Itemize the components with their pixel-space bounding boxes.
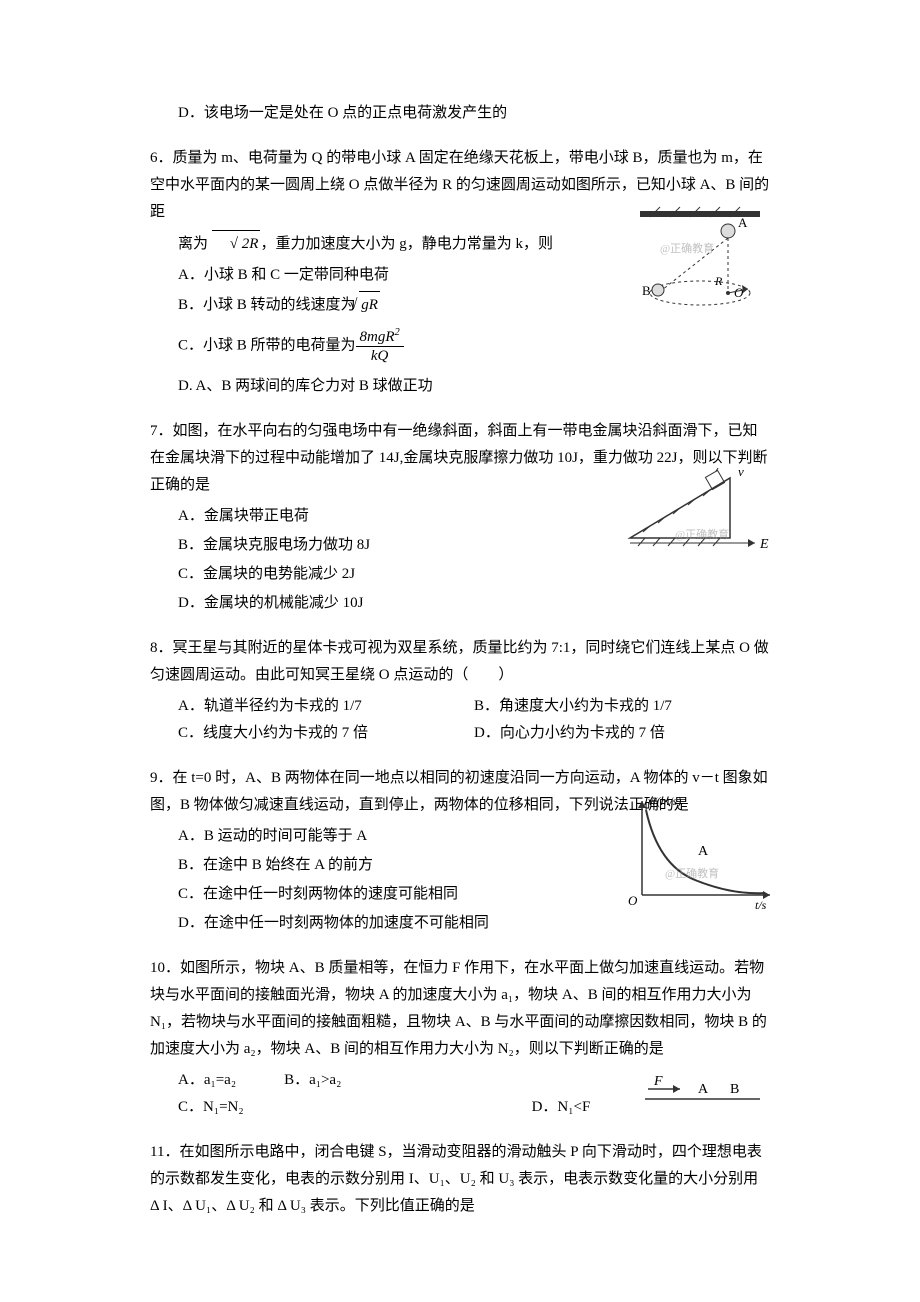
q9-option-d: D．在途中任一时刻两物体的加速度不可能相同 <box>178 910 770 937</box>
q10-stem: 10．如图所示，物块 A、B 质量相等，在恒力 F 作用下，在水平面上做匀加速直… <box>150 955 770 1063</box>
q10-figure: F A B <box>640 1071 770 1111</box>
q7-option-d: D．金属块的机械能减少 10J <box>178 590 770 617</box>
q8-option-c: C．线度大小约为卡戎的 7 倍 <box>178 720 474 747</box>
svg-text:F: F <box>653 1074 663 1089</box>
svg-text:A: A <box>698 1082 709 1097</box>
question-7: 7．如图，在水平向右的匀强电场中有一绝缘斜面，斜面上有一带电金属块沿斜面滑下，已… <box>150 418 770 617</box>
q10-option-b: B．a₁>a₂ <box>284 1067 341 1094</box>
q11-stem: 11．在如图所示电路中，闭合电键 S，当滑动变阻器的滑动触头 P 向下滑动时，四… <box>150 1139 770 1220</box>
svg-text:t/s: t/s <box>755 898 767 910</box>
svg-text:B: B <box>642 283 651 298</box>
svg-text:R: R <box>714 274 723 288</box>
q8-stem: 8．冥王星与其附近的星体卡戎可视为双星系统，质量比约为 7:1，同时绕它们连线上… <box>150 635 770 689</box>
q8-option-a: A．轨道半径约为卡戎的 1/7 <box>178 693 474 720</box>
q5-option-d: D．该电场一定是处在 O 点的正点电荷激发产生的 <box>178 100 770 127</box>
q7-option-c: C．金属块的电势能减少 2J <box>178 561 770 588</box>
q10-option-a: A．a₁=a₂ <box>178 1067 236 1094</box>
q8-option-d: D．向心力小约为卡戎的 7 倍 <box>474 720 770 747</box>
question-6: 6．质量为 m、电荷量为 Q 的带电小球 A 固定在绝缘天花板上，带电小球 B，… <box>150 145 770 400</box>
q7-figure: v E @正确教育 <box>610 468 780 558</box>
question-9: 9．在 t=0 时，A、B 两物体在同一地点以相同的初速度沿同一方向运动，A 物… <box>150 765 770 937</box>
q8-option-b: B．角速度大小约为卡戎的 1/7 <box>474 693 770 720</box>
q6-option-d: D. A、B 两球间的库仑力对 B 球做正功 <box>150 373 770 400</box>
svg-text:E: E <box>759 537 769 552</box>
svg-text:A: A <box>738 215 748 230</box>
svg-text:O: O <box>628 893 638 908</box>
q6-option-c: C．小球 B 所带的电荷量为8mgR2kQ <box>178 327 770 365</box>
q9-figure: v/(m/s) t/s O A @正确教育 <box>620 795 780 910</box>
question-10: 10．如图所示，物块 A、B 质量相等，在恒力 F 作用下，在水平面上做匀加速直… <box>150 955 770 1121</box>
svg-text:B: B <box>730 1082 739 1097</box>
svg-text:v/(m/s): v/(m/s) <box>648 795 681 808</box>
question-11: 11．在如图所示电路中，闭合电键 S，当滑动变阻器的滑动触头 P 向下滑动时，四… <box>150 1139 770 1220</box>
svg-text:A: A <box>698 844 709 859</box>
q10-option-d: D．N₁<F <box>532 1094 591 1121</box>
q10-option-c: C．N₁=N₂ <box>178 1094 244 1121</box>
svg-text:v: v <box>738 468 744 479</box>
question-5-partial: D．该电场一定是处在 O 点的正点电荷激发产生的 <box>150 100 770 127</box>
q6-figure: A B O R @正确教育 <box>620 205 780 325</box>
question-8: 8．冥王星与其附近的星体卡戎可视为双星系统，质量比约为 7:1，同时绕它们连线上… <box>150 635 770 747</box>
